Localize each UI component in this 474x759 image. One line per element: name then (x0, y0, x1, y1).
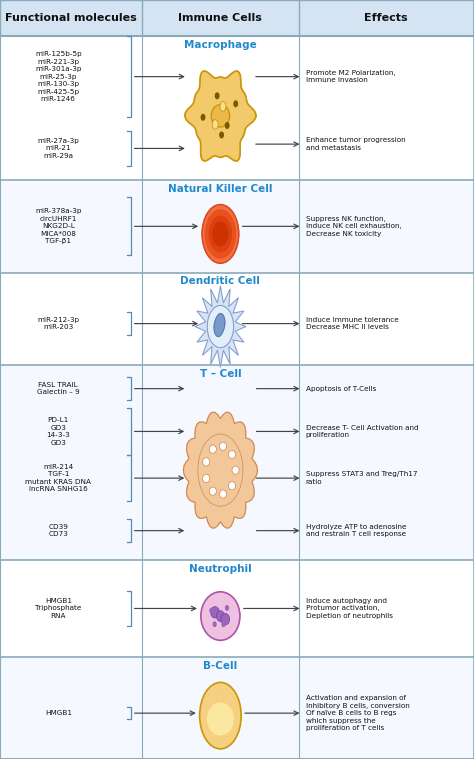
Text: miR-27a-3p
miR-21
miR-29a: miR-27a-3p miR-21 miR-29a (37, 138, 79, 159)
Text: miR-378a-3p
circUHRF1
NKG2D-L
MICA*008
TGF-β1: miR-378a-3p circUHRF1 NKG2D-L MICA*008 T… (35, 208, 82, 244)
Text: Suppress STAT3 and Treg/Th17
ratio: Suppress STAT3 and Treg/Th17 ratio (306, 471, 417, 485)
Text: Hydrolyze ATP to adenosine
and restrain T cell response: Hydrolyze ATP to adenosine and restrain … (306, 524, 406, 537)
Bar (0, 272, 474, 365)
Text: Neutrophil: Neutrophil (189, 564, 252, 574)
Ellipse shape (219, 490, 227, 498)
Text: miR-214
TGF-1
mutant KRAS DNA
lncRNA SNHG16: miR-214 TGF-1 mutant KRAS DNA lncRNA SNH… (25, 464, 91, 493)
Ellipse shape (202, 458, 210, 466)
Circle shape (205, 210, 236, 258)
Circle shape (201, 115, 205, 120)
Ellipse shape (210, 606, 219, 618)
Circle shape (213, 622, 216, 626)
Circle shape (220, 132, 223, 137)
Bar (0, 560, 474, 657)
Text: CD39
CD73: CD39 CD73 (48, 524, 68, 537)
Circle shape (220, 102, 226, 112)
Text: Decrease T- Cell Activation and
proliferation: Decrease T- Cell Activation and prolifer… (306, 425, 419, 438)
Ellipse shape (207, 702, 234, 735)
Text: Functional molecules: Functional molecules (5, 13, 137, 24)
Text: Effects: Effects (365, 13, 408, 24)
Circle shape (210, 609, 213, 613)
Circle shape (226, 606, 228, 610)
Bar (0, 36, 474, 180)
Polygon shape (183, 412, 257, 528)
Circle shape (210, 216, 231, 251)
Text: Enhance tumor progression
and metastasis: Enhance tumor progression and metastasis (306, 137, 405, 151)
Text: PD-L1
GD3
14-3-3
GD3: PD-L1 GD3 14-3-3 GD3 (46, 417, 70, 446)
Ellipse shape (201, 592, 240, 641)
Text: miR-212-3p
miR-203: miR-212-3p miR-203 (37, 317, 79, 330)
Text: Activation and expansion of
Inhibitory B cells, conversion
Of naïve B cells to B: Activation and expansion of Inhibitory B… (306, 695, 410, 731)
Ellipse shape (228, 482, 236, 490)
Text: Dendritic Cell: Dendritic Cell (181, 276, 260, 286)
Circle shape (222, 622, 225, 626)
Text: HMGB1
Triphosphate
RNA: HMGB1 Triphosphate RNA (35, 598, 82, 619)
Ellipse shape (219, 442, 227, 450)
Text: HMGB1: HMGB1 (45, 710, 72, 716)
Circle shape (200, 682, 241, 749)
Text: Macrophage: Macrophage (184, 40, 257, 50)
Ellipse shape (228, 450, 236, 458)
Text: miR-125b-5p
miR-221-3p
miR-301a-3p
miR-25-3p
miR-130-3p
miR-425-5p
miR-1246: miR-125b-5p miR-221-3p miR-301a-3p miR-2… (35, 51, 82, 102)
Text: Induce autophagy and
Protumor activation,
Depletion of neutrophils: Induce autophagy and Protumor activation… (306, 598, 393, 619)
Circle shape (234, 101, 237, 106)
Text: Suppress NK function,
Induce NK cell exhaustion,
Decrease NK toxicity: Suppress NK function, Induce NK cell exh… (306, 216, 401, 237)
Circle shape (226, 123, 229, 128)
Text: Induce Immune tolerance
Decrease MHC II levels: Induce Immune tolerance Decrease MHC II … (306, 317, 399, 330)
Text: Apoptosis of T-Cells: Apoptosis of T-Cells (306, 386, 376, 392)
Text: FASL TRAIL
Galectin – 9: FASL TRAIL Galectin – 9 (37, 382, 80, 395)
Ellipse shape (217, 611, 224, 622)
Text: Immune Cells: Immune Cells (179, 13, 262, 24)
Bar (0, 365, 474, 560)
Circle shape (207, 305, 234, 348)
Polygon shape (195, 286, 246, 367)
Ellipse shape (221, 613, 229, 625)
Circle shape (198, 434, 243, 506)
Circle shape (212, 120, 218, 129)
Bar (0, 657, 474, 759)
Polygon shape (185, 71, 256, 161)
Text: T – Cell: T – Cell (200, 369, 241, 379)
Ellipse shape (210, 487, 217, 496)
Polygon shape (214, 313, 225, 336)
Ellipse shape (210, 445, 217, 453)
Ellipse shape (202, 474, 210, 483)
Circle shape (213, 222, 228, 246)
Circle shape (202, 205, 239, 263)
Ellipse shape (232, 466, 239, 474)
Text: B-Cell: B-Cell (203, 661, 237, 671)
Text: Promote M2 Polarization,
Immune invasion: Promote M2 Polarization, Immune invasion (306, 70, 395, 83)
Bar (0, 0, 474, 36)
Ellipse shape (211, 105, 229, 127)
Text: Natural Killer Cell: Natural Killer Cell (168, 184, 273, 194)
Bar (0, 180, 474, 272)
Circle shape (215, 93, 219, 99)
